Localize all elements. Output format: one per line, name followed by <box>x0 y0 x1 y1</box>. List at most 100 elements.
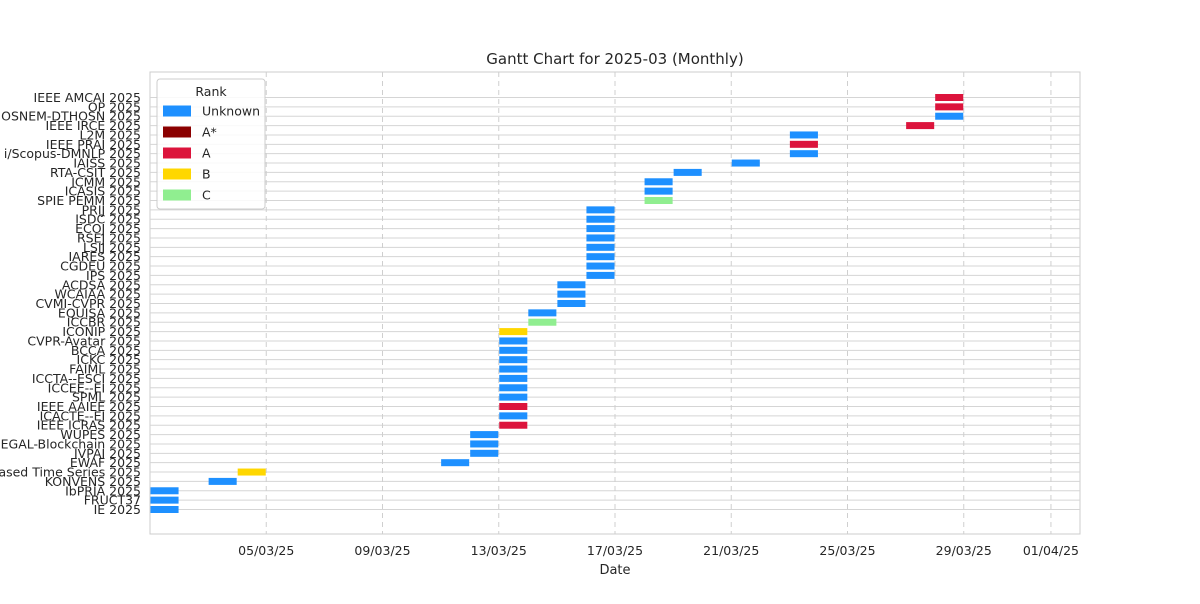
task-bar <box>150 506 179 513</box>
y-tick-label: L2M 2025 <box>80 127 142 142</box>
task-bar <box>499 403 528 410</box>
task-bar <box>528 309 557 317</box>
task-bar <box>935 94 964 101</box>
y-tick-label: CGDEU 2025 <box>60 259 141 274</box>
task-bar <box>499 412 528 420</box>
legend-swatch <box>163 126 191 138</box>
y-tick-label: ICACTE--EI 2025 <box>40 408 141 423</box>
task-bar <box>906 122 935 130</box>
task-bar <box>499 356 528 364</box>
y-tick-label: ased Time Series 2025 <box>0 465 141 480</box>
legend-label: A <box>202 146 211 161</box>
y-tick-label: ICONIP 2025 <box>62 324 141 339</box>
y-tick-label: ICMM 2025 <box>71 174 141 189</box>
legend-label: B <box>202 167 211 182</box>
y-tick-label: i/Scopus-DMNLP 2025 <box>4 146 141 161</box>
y-tick-label: IE 2025 <box>94 502 141 517</box>
task-bar <box>150 496 179 504</box>
y-tick-label: ECOJ 2025 <box>75 221 141 236</box>
y-tick-label: IEEE IRCE 2025 <box>45 118 141 133</box>
task-bar <box>237 468 266 476</box>
task-bar <box>935 103 964 111</box>
y-tick-label: EGAL-Blockchain 2025 <box>1 436 141 451</box>
y-tick-label: ICASIS 2025 <box>65 184 141 199</box>
legend-swatch <box>163 147 191 159</box>
y-tick-label: RTA-CSIT 2025 <box>50 165 141 180</box>
task-bar <box>441 459 470 467</box>
task-bar <box>935 112 964 120</box>
legend: Rank Unknown A* ABC <box>156 78 266 210</box>
task-bar <box>789 150 818 158</box>
y-tick-label: ACDSA 2025 <box>62 277 141 292</box>
legend-label: C <box>202 188 211 203</box>
task-bar <box>499 374 528 382</box>
y-tick-label: KONVENS 2025 <box>45 474 141 489</box>
task-bar <box>499 328 528 336</box>
y-tick-label: EQUISA 2025 <box>58 305 141 320</box>
y-tick-label: PRIJ 2025 <box>82 202 141 217</box>
y-tick-label: WUPES 2025 <box>60 427 141 442</box>
task-bar <box>499 346 528 354</box>
y-tick-label: ICCTA--ESCI 2025 <box>32 371 141 386</box>
y-tick-label: ICCBR 2025 <box>67 315 141 330</box>
y-tick-label: IEEE AAIEE 2025 <box>37 399 141 414</box>
y-tick-label: LSIJ 2025 <box>83 240 141 255</box>
task-bar <box>150 487 179 495</box>
x-tick-label: 09/03/25 <box>354 543 410 558</box>
x-tick-label: 05/03/25 <box>238 543 294 558</box>
task-bar <box>528 318 557 326</box>
task-bar <box>557 300 586 307</box>
task-bar <box>499 365 528 373</box>
task-bar <box>586 262 615 270</box>
task-bar <box>557 290 586 298</box>
y-tick-label: RSEJ 2025 <box>77 230 141 245</box>
task-bar <box>208 477 237 485</box>
task-bar <box>789 140 818 148</box>
task-bar <box>644 178 673 186</box>
y-tick-label: OSNEM-DTHOSN 2025 <box>1 109 141 124</box>
bar-layer <box>150 94 964 513</box>
legend-title: Rank <box>195 84 227 99</box>
task-bar <box>499 384 528 392</box>
x-tick-label: 13/03/25 <box>471 543 527 558</box>
y-tick-label: ICKC 2025 <box>77 352 141 367</box>
x-tick-label: 01/04/25 <box>1023 543 1079 558</box>
y-tick-label: SPIE PEMM 2025 <box>37 193 141 208</box>
y-tick-label: WCAIAA 2025 <box>54 287 141 302</box>
x-tick-label: 25/03/25 <box>819 543 875 558</box>
y-tick-label: ICCEE--EI 2025 <box>48 380 141 395</box>
y-tick-label: IVPAI 2025 <box>74 446 141 461</box>
y-tick-label: IEEE ICRAS 2025 <box>37 418 141 433</box>
task-bar <box>586 234 615 242</box>
task-bar <box>499 421 528 429</box>
legend-swatch <box>163 168 191 180</box>
y-tick-label: CVMI-CVPR 2025 <box>35 296 141 311</box>
y-tick-label: CVPR-Avatar 2025 <box>27 333 141 348</box>
task-bar <box>644 187 673 195</box>
x-tick-label: 21/03/25 <box>703 543 759 558</box>
y-tick-label: FAIML 2025 <box>69 362 141 377</box>
task-bar <box>673 168 702 176</box>
legend-swatch <box>163 105 191 117</box>
y-tick-label: EWAF 2025 <box>70 455 141 470</box>
y-tick-label: IPS 2025 <box>86 268 141 283</box>
task-bar <box>789 131 818 139</box>
task-bar <box>470 440 499 448</box>
legend-label: Unknown <box>202 104 260 119</box>
task-bar <box>470 431 499 439</box>
y-tick-label: IbPRIA 2025 <box>65 483 141 498</box>
y-tick-label: IEEE AMCAI 2025 <box>34 90 141 105</box>
y-tick-label: BCCA 2025 <box>71 343 141 358</box>
y-tick-label: ISDC 2025 <box>75 212 141 227</box>
x-axis-label: Date <box>599 563 630 578</box>
task-bar <box>644 197 673 204</box>
task-bar <box>731 159 760 167</box>
grid-layer <box>150 72 1080 534</box>
y-tick-label: IEEE PRAI 2025 <box>46 137 141 152</box>
legend-label: A* <box>202 125 217 140</box>
task-bar <box>557 281 586 289</box>
chart-title: Gantt Chart for 2025-03 (Monthly) <box>486 50 743 68</box>
